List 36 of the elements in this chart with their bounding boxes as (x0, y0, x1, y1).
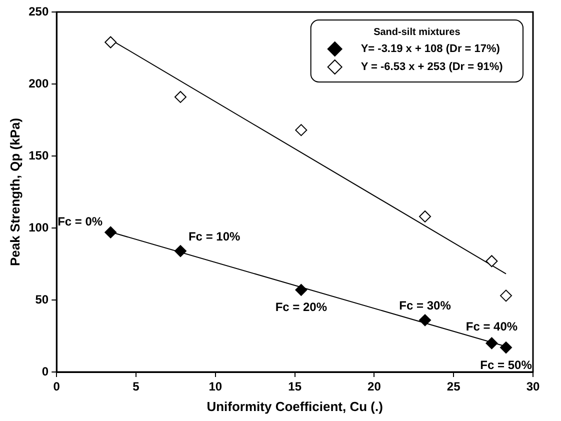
y-tick-label: 50 (35, 292, 49, 306)
annotation: Fc = 40% (466, 320, 518, 334)
x-tick-label: 15 (288, 380, 302, 394)
x-tick-label: 30 (526, 380, 540, 394)
legend-label: Y= -3.19 x + 108 (Dr = 17%) (360, 43, 500, 56)
point (174, 90, 186, 103)
annotation: Fc = 0% (58, 214, 103, 229)
point (104, 226, 117, 238)
x-tick-label: 10 (208, 380, 222, 394)
x-tick-label: 20 (368, 380, 382, 394)
x-axis-title: Uniformity Coefficient, Cu (.) (206, 398, 383, 414)
point (104, 36, 117, 48)
x-tick-label: 25 (446, 380, 461, 394)
y-tick-label: 200 (28, 76, 49, 90)
y-tick-label: 100 (28, 220, 49, 234)
y-tick-label: 250 (28, 4, 49, 18)
y-tick-label: 150 (28, 148, 49, 162)
point (500, 342, 512, 354)
point (500, 290, 512, 302)
point (419, 314, 432, 326)
point (295, 284, 308, 296)
annotation: Fc = 50% (480, 358, 532, 372)
x-tick-label: 5 (132, 380, 140, 394)
annotation: Fc = 20% (275, 300, 328, 314)
point (174, 245, 186, 258)
legend-title: Sand-silt mixtures (374, 26, 461, 38)
x-tick-label: 0 (53, 380, 60, 394)
annotation: Fc = 30% (399, 298, 452, 312)
annotation: Fc = 10% (188, 229, 241, 244)
point (486, 255, 498, 268)
y-axis-title: Peak Strength, Qp (kPa) (7, 118, 22, 266)
y-tick-label: 0 (42, 364, 49, 378)
legend-label: Y = -6.53 x + 253 (Dr = 91%) (360, 61, 504, 74)
point (295, 124, 308, 136)
point (419, 210, 432, 222)
point (486, 337, 498, 350)
